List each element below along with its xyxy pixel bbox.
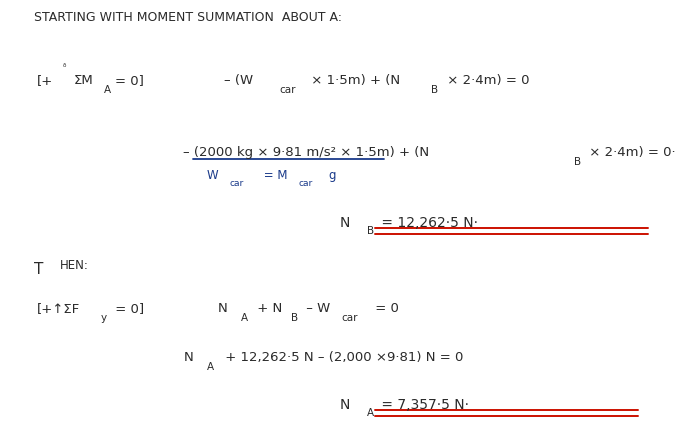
Text: N: N: [340, 398, 350, 412]
Text: = 12,262·5 N·: = 12,262·5 N·: [377, 216, 478, 230]
Text: N: N: [217, 302, 227, 316]
Text: B: B: [367, 226, 373, 236]
Text: B: B: [431, 85, 438, 95]
Text: HEN:: HEN:: [60, 259, 89, 272]
Text: A: A: [207, 362, 214, 372]
Text: = 0]: = 0]: [115, 74, 145, 87]
Text: – (2000 kg × 9·81 m/s² × 1·5m) + (N: – (2000 kg × 9·81 m/s² × 1·5m) + (N: [183, 146, 429, 159]
Text: = 0: = 0: [371, 302, 399, 316]
Text: W: W: [207, 169, 219, 182]
Text: B: B: [574, 157, 581, 167]
Text: × 1·5m) + (N: × 1·5m) + (N: [307, 74, 400, 87]
Text: × 2·4m) = 0: × 2·4m) = 0: [443, 74, 530, 87]
Text: A: A: [241, 313, 248, 323]
Text: y: y: [100, 313, 107, 323]
Text: = M: = M: [260, 169, 288, 182]
Text: N: N: [340, 216, 350, 230]
Text: × 2·4m) = 0·: × 2·4m) = 0·: [585, 146, 676, 159]
Text: [+: [+: [37, 74, 54, 87]
Text: = 7,357·5 N·: = 7,357·5 N·: [377, 398, 469, 412]
Text: ᶞ: ᶞ: [63, 63, 67, 72]
Text: [+↑ΣF: [+↑ΣF: [37, 302, 81, 316]
Text: car: car: [280, 85, 296, 95]
Text: – (W: – (W: [224, 74, 253, 87]
Text: car: car: [342, 313, 358, 323]
Text: g: g: [328, 169, 335, 182]
Text: – W: – W: [302, 302, 331, 316]
Text: car: car: [299, 179, 313, 187]
Text: STARTING WITH MOMENT SUMMATION  ABOUT A:: STARTING WITH MOMENT SUMMATION ABOUT A:: [34, 11, 342, 24]
Text: T: T: [34, 262, 43, 277]
Text: B: B: [291, 313, 297, 323]
Text: + 12,262·5 N – (2,000 ×9·81) N = 0: + 12,262·5 N – (2,000 ×9·81) N = 0: [221, 351, 463, 364]
Text: + N: + N: [253, 302, 282, 316]
Text: N: N: [183, 351, 193, 364]
Text: A: A: [367, 408, 373, 418]
Text: A: A: [104, 85, 111, 95]
Text: = 0]: = 0]: [111, 302, 144, 316]
Text: ΣM: ΣM: [73, 74, 93, 87]
Text: car: car: [230, 179, 244, 187]
